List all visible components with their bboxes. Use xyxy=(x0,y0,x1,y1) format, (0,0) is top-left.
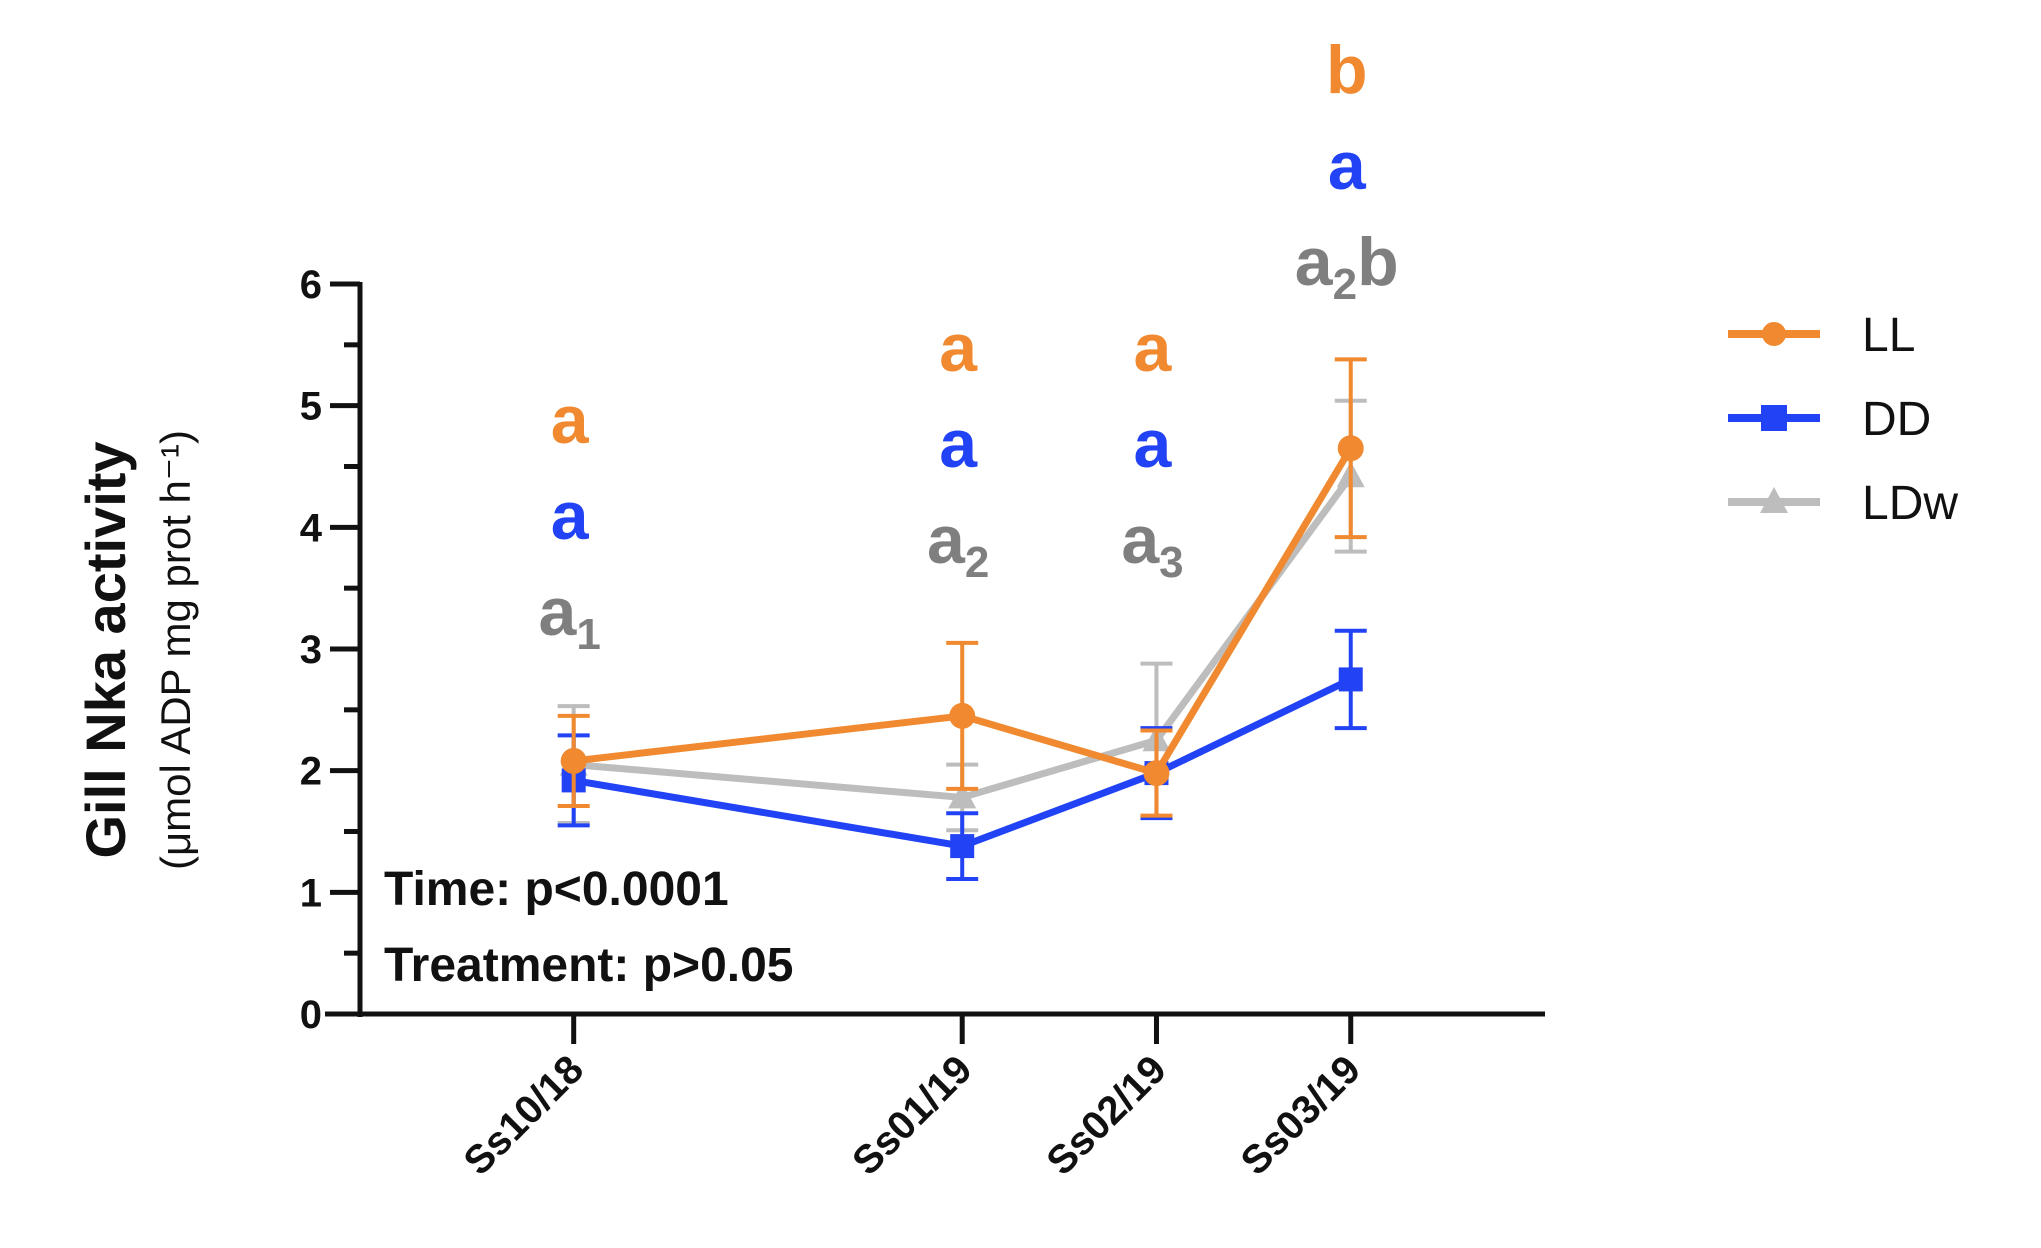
significance-letter: a2b xyxy=(1295,224,1399,309)
data-point xyxy=(1337,435,1364,462)
y-tick-label: 6 xyxy=(300,263,322,307)
y-tick-label: 0 xyxy=(300,993,322,1037)
letter-main: a xyxy=(1295,224,1334,300)
stat-line: Treatment: p>0.05 xyxy=(384,939,794,992)
x-tick-label: Ss02/19 xyxy=(1038,1047,1174,1183)
letter-subscript: 1 xyxy=(576,610,600,659)
letter-subscript: 2 xyxy=(1333,260,1357,309)
legend-label: LL xyxy=(1862,309,1915,362)
letter-main: a xyxy=(927,502,966,578)
series-LL xyxy=(557,357,1367,818)
letter-main: a xyxy=(1328,128,1367,204)
data-point xyxy=(950,834,975,859)
y-axis-title: Gill Nka activity xyxy=(74,441,137,858)
statistics-annotation: Time: p<0.0001 Treatment: p>0.05 xyxy=(384,863,794,992)
significance-letter: a2 xyxy=(927,502,989,587)
series-line xyxy=(573,446,1354,777)
y-tick-label: 5 xyxy=(300,385,322,429)
legend: LL DD LDw xyxy=(1728,309,1958,530)
significance-letter: b xyxy=(1326,32,1368,108)
series-line xyxy=(573,676,1353,850)
legend-label: DD xyxy=(1862,393,1931,446)
letter-main: a xyxy=(1121,502,1160,578)
data-point xyxy=(948,782,977,809)
significance-letter: a xyxy=(1328,128,1367,204)
significance-letter: a3 xyxy=(1121,502,1183,587)
letter-main: a xyxy=(1134,406,1173,482)
data-point xyxy=(1338,667,1363,692)
x-tick-label: Ss01/19 xyxy=(844,1047,980,1183)
series xyxy=(557,357,1367,881)
stat-line: Time: p<0.0001 xyxy=(384,863,729,916)
y-tick-label: 1 xyxy=(300,871,322,915)
data-point xyxy=(560,747,587,774)
letter-main: a xyxy=(939,310,978,386)
significance-letter: a xyxy=(939,406,978,482)
y-tick-label: 2 xyxy=(300,750,322,794)
letter-subscript: 3 xyxy=(1159,538,1183,587)
letter-main: a xyxy=(551,382,590,458)
legend-marker xyxy=(1760,487,1788,513)
significance-letter: a xyxy=(1134,310,1173,386)
data-point xyxy=(949,702,976,729)
letter-main: a xyxy=(551,478,590,554)
data-point xyxy=(1143,760,1170,787)
significance-letter: a xyxy=(1134,406,1173,482)
y-tick-label: 3 xyxy=(300,628,322,672)
legend-marker xyxy=(1762,322,1786,346)
legend-label: LDw xyxy=(1862,477,1958,530)
letter-main: b xyxy=(1326,32,1368,108)
x-tick-label: Ss03/19 xyxy=(1233,1047,1369,1183)
significance-letter: a xyxy=(939,310,978,386)
legend-marker xyxy=(1761,405,1787,431)
letter-tail: b xyxy=(1357,224,1399,300)
y-axis-label: Gill Nka activity (μmol ADP mg prot h⁻¹) xyxy=(74,430,199,870)
letter-subscript: 2 xyxy=(965,538,989,587)
significance-letter: a xyxy=(551,382,590,458)
x-tick-label: Ss10/18 xyxy=(456,1047,592,1183)
significance-letter: a1 xyxy=(539,574,601,659)
significance-letter: a xyxy=(551,478,590,554)
letter-main: a xyxy=(539,574,578,650)
y-tick-label: 4 xyxy=(300,506,323,550)
y-axis-unit: (μmol ADP mg prot h⁻¹) xyxy=(152,430,199,870)
letter-main: a xyxy=(939,406,978,482)
letter-main: a xyxy=(1134,310,1173,386)
